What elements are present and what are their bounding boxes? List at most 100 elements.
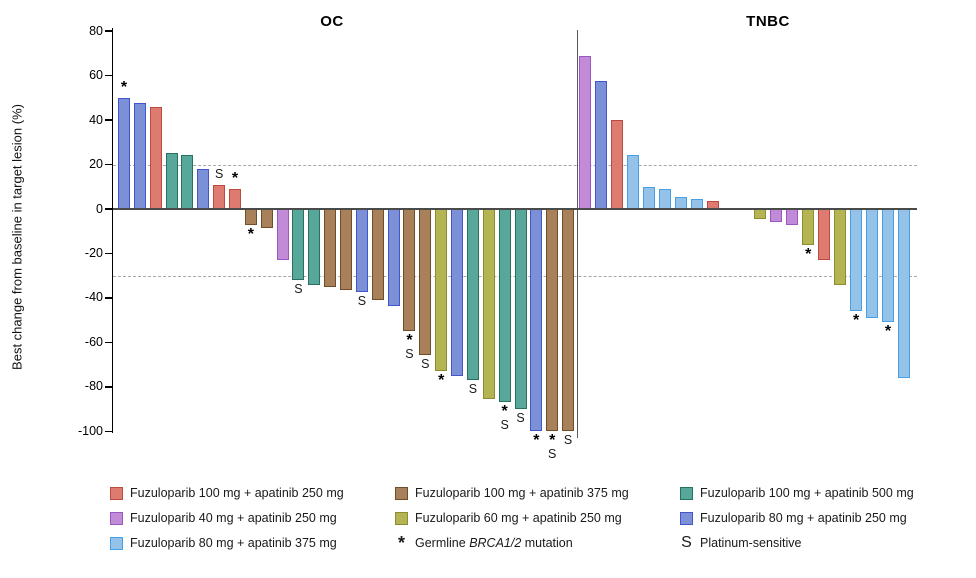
- y-tick-label: -40: [84, 290, 103, 305]
- y-axis-line: [111, 28, 113, 433]
- bar: [371, 209, 384, 301]
- bar: [482, 209, 495, 400]
- bar: [642, 186, 655, 209]
- bar: [754, 209, 767, 219]
- bar: [276, 209, 289, 261]
- legend-swatch: [110, 486, 123, 500]
- legend-item: * Germline BRCA1/2 mutation: [395, 533, 680, 553]
- legend-swatch: [110, 536, 123, 550]
- germline-brca-marker: *: [247, 225, 254, 243]
- bar: [165, 153, 178, 209]
- bar: [882, 209, 895, 323]
- bar: [658, 188, 671, 209]
- bar: [594, 81, 607, 209]
- y-tick: [104, 74, 112, 77]
- bar: [514, 209, 527, 410]
- bar: [387, 209, 400, 306]
- y-tick: [104, 163, 112, 166]
- legend-swatch: [680, 511, 693, 525]
- bar: [530, 209, 543, 432]
- platinum-sensitive-marker: S: [421, 356, 430, 371]
- bar: [292, 209, 305, 281]
- bar: [466, 209, 479, 381]
- bar: [355, 209, 368, 293]
- bar: [770, 209, 783, 223]
- y-tick: [104, 341, 112, 344]
- platinum-sensitive-marker: S: [294, 282, 303, 297]
- germline-brca-marker: *: [805, 245, 812, 263]
- germline-brca-marker-symbol: *: [397, 533, 405, 553]
- bar: [898, 209, 910, 378]
- germline-brca-marker: *: [853, 312, 860, 330]
- legend-swatch: [395, 511, 408, 525]
- bar: [562, 209, 575, 432]
- bar: [260, 209, 273, 228]
- y-tick: [104, 252, 112, 255]
- bar: [419, 209, 432, 355]
- legend-label: Fuzuloparib 80 mg + apatinib 375 mg: [130, 536, 337, 550]
- legend-label: Germline BRCA1/2 mutation: [415, 536, 573, 550]
- panel-divider: [577, 30, 579, 438]
- legend-swatch: [395, 486, 408, 500]
- legend-label: Fuzuloparib 60 mg + apatinib 250 mg: [415, 511, 622, 525]
- y-tick: [104, 30, 112, 32]
- legend-item: Fuzuloparib 100 mg + apatinib 500 mg: [680, 486, 961, 500]
- bar: [244, 209, 257, 225]
- legend-swatch: [680, 486, 693, 500]
- zero-line: [113, 208, 917, 210]
- legend-item: Fuzuloparib 100 mg + apatinib 375 mg: [395, 486, 680, 500]
- platinum-sensitive-marker: S: [500, 417, 509, 432]
- y-tick-label: 80: [89, 23, 103, 38]
- reference-line: [113, 164, 917, 166]
- y-tick: [104, 119, 112, 121]
- bar: [308, 209, 321, 285]
- legend-item: Fuzuloparib 80 mg + apatinib 250 mg: [680, 511, 961, 525]
- bar: [850, 209, 863, 312]
- y-tick-label: -60: [84, 334, 103, 349]
- y-axis-title: Best change from baseline in target lesi…: [9, 104, 25, 370]
- legend-item: Fuzuloparib 60 mg + apatinib 250 mg: [395, 511, 680, 525]
- bar: [626, 154, 639, 209]
- bar: [435, 209, 448, 372]
- bar: [834, 209, 847, 285]
- germline-brca-marker: *: [884, 323, 892, 341]
- y-tick-label: 0: [96, 201, 103, 216]
- bar: [866, 209, 879, 318]
- platinum-sensitive-marker: S: [548, 446, 557, 461]
- y-tick-label: 20: [89, 157, 103, 172]
- legend-label: Fuzuloparib 100 mg + apatinib 250 mg: [130, 486, 344, 500]
- platinum-sensitive-marker: S: [405, 346, 414, 361]
- bar: [546, 209, 559, 432]
- legend-label: Fuzuloparib 100 mg + apatinib 500 mg: [700, 486, 914, 500]
- bar: [340, 209, 353, 291]
- legend-item: Fuzuloparib 80 mg + apatinib 375 mg: [110, 536, 395, 550]
- bar: [498, 209, 511, 403]
- germline-brca-marker: *: [549, 432, 556, 450]
- legend-label: Fuzuloparib 100 mg + apatinib 375 mg: [415, 486, 629, 500]
- germline-brca-marker: *: [406, 332, 413, 350]
- bar: [579, 55, 591, 209]
- panel-title-oc: OC: [320, 13, 344, 30]
- platinum-sensitive-marker: S: [357, 294, 367, 309]
- bar: [674, 196, 687, 209]
- legend-item: Fuzuloparib 100 mg + apatinib 250 mg: [110, 486, 395, 500]
- bar: [229, 188, 242, 209]
- germline-brca-marker: *: [533, 432, 540, 450]
- bar: [610, 120, 623, 209]
- y-tick: [104, 430, 112, 432]
- y-tick-label: 40: [89, 112, 103, 127]
- platinum-sensitive-marker: S: [563, 433, 573, 448]
- bar: [133, 103, 146, 209]
- platinum-sensitive-marker: S: [468, 382, 478, 397]
- bar: [802, 209, 815, 245]
- bar: [786, 209, 799, 225]
- bar: [324, 209, 337, 287]
- bar: [213, 184, 226, 209]
- y-tick: [104, 208, 112, 210]
- bar: [181, 154, 194, 209]
- germline-brca-marker: *: [120, 78, 128, 96]
- legend-item: S Platinum-sensitive: [680, 534, 961, 551]
- platinum-sensitive-marker: S: [516, 411, 525, 426]
- platinum-sensitive-marker: S: [214, 166, 224, 181]
